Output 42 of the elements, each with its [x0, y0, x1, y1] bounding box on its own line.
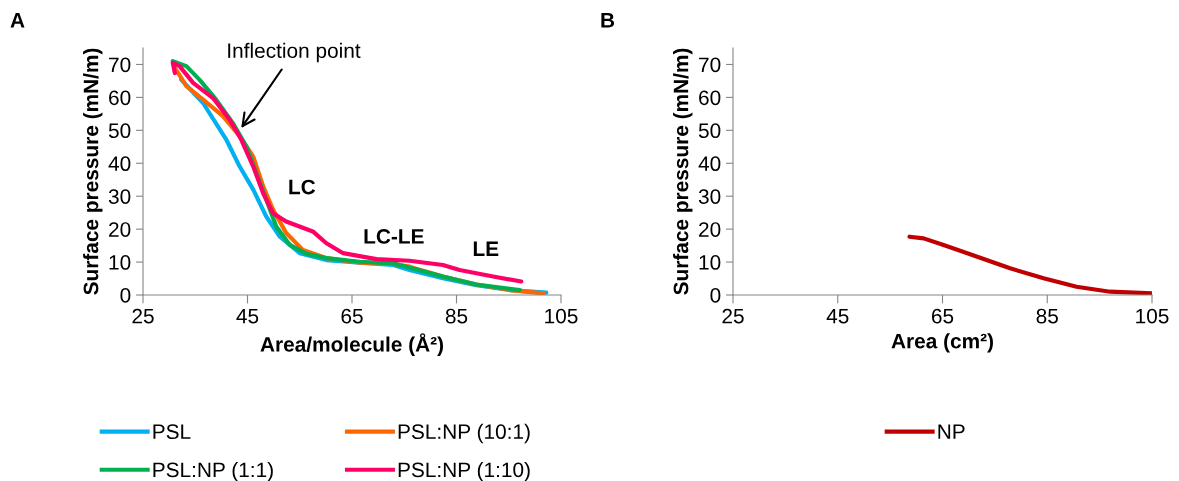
annotation: LC: [289, 179, 316, 195]
x-tick-label: 45: [236, 308, 259, 324]
legend-label: NP: [938, 424, 965, 439]
chart-title: B: [601, 13, 615, 28]
y-tick-label: 10: [699, 255, 721, 270]
y-tick-label: 70: [699, 57, 721, 73]
x-tick-label: 85: [445, 308, 468, 324]
legend-label: PSL:NP (10:1): [398, 423, 530, 444]
annotation: LC-LE: [364, 229, 424, 244]
x-tick-label: 105: [545, 308, 578, 324]
y-tick-label: 20: [109, 222, 131, 237]
x-tick-label: 65: [931, 308, 954, 324]
x-tick-label: 25: [722, 308, 744, 324]
y-axis-title: Surface pressure (mN/m): [83, 48, 103, 295]
x-axis-title: Area (cm²): [891, 333, 993, 353]
x-axis-title: Area/molecule (Å²): [260, 333, 443, 356]
line-series: [907, 234, 1152, 295]
y-tick-label: 30: [698, 189, 721, 204]
y-tick-label: 70: [109, 57, 131, 73]
x-tick-label: 85: [1036, 308, 1058, 324]
y-tick-label: 20: [699, 222, 721, 237]
y-tick-label: 0: [120, 288, 131, 303]
legend-label: PSL:NP (1:10): [398, 461, 530, 481]
y-tick-label: 40: [108, 156, 131, 172]
x-tick-label: 105: [1136, 308, 1169, 324]
legend-label: PSL:NP (1:1): [153, 461, 273, 481]
y-tick-label: 50: [698, 123, 721, 139]
y-tick-label: 10: [109, 255, 131, 270]
annotation: Inflection point: [228, 42, 361, 63]
x-tick-label: 45: [826, 308, 849, 324]
legend-label: PSL: [153, 424, 191, 440]
y-tick-label: 30: [108, 189, 131, 204]
x-tick-label: 25: [132, 308, 154, 324]
y-axis-title: Surface pressure (mN/m): [673, 48, 693, 295]
x-tick-label: 65: [341, 308, 363, 324]
y-tick-label: 60: [699, 90, 721, 106]
chart-title: A: [10, 13, 25, 28]
y-tick-label: 60: [109, 90, 131, 106]
y-tick-label: 0: [710, 288, 721, 303]
annotation: LE: [473, 241, 499, 256]
y-tick-label: 40: [698, 156, 721, 172]
y-tick-label: 50: [108, 123, 131, 139]
